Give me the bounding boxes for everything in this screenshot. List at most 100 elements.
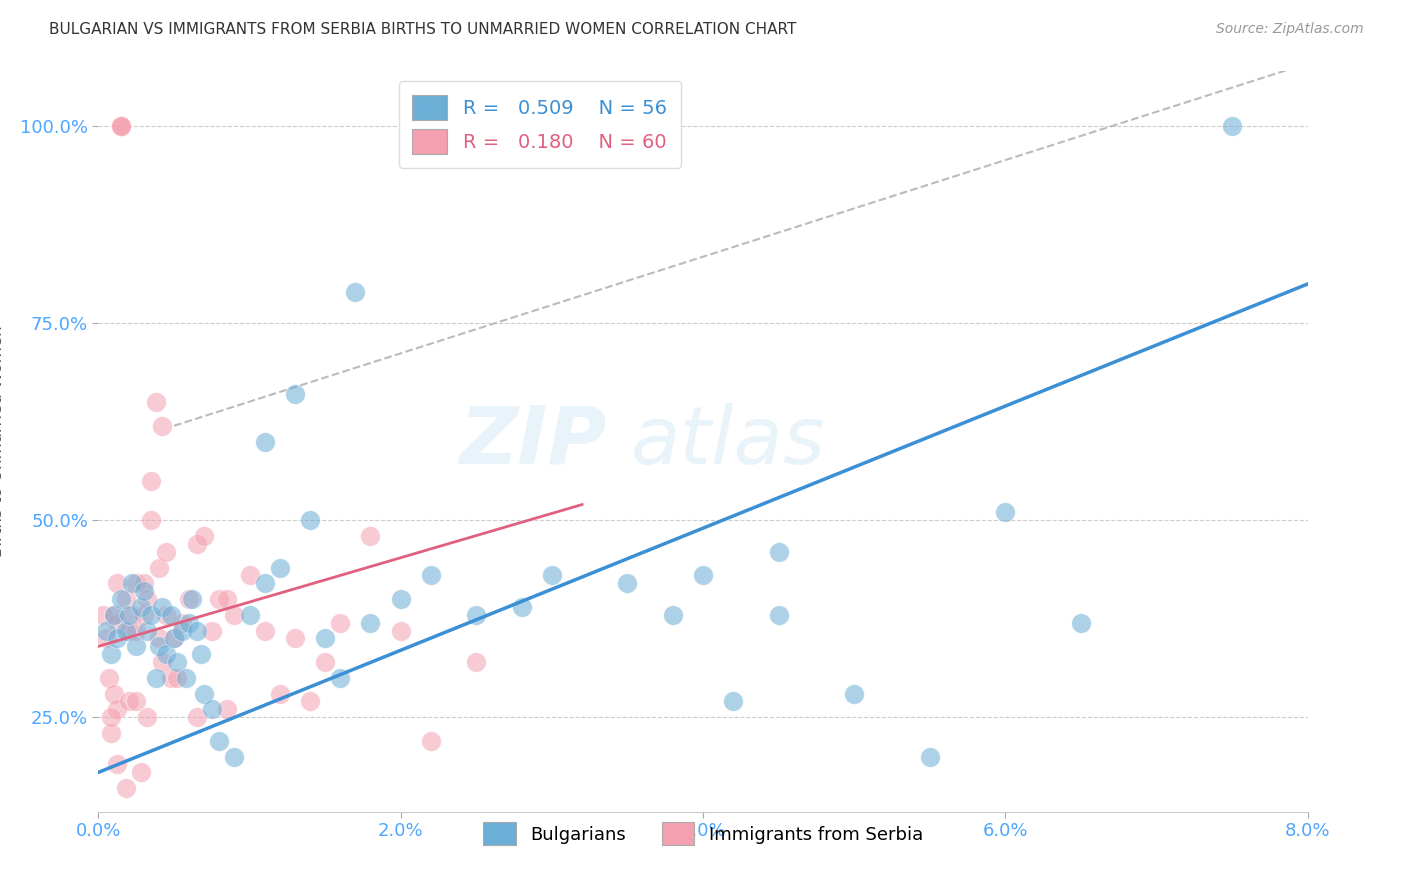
- Point: [1070, 615, 1092, 630]
- Point: [150, 599, 173, 614]
- Point: [420, 734, 443, 748]
- Point: [103, 607, 125, 622]
- Legend: Bulgarians, Immigrants from Serbia: Bulgarians, Immigrants from Serbia: [474, 814, 932, 855]
- Point: [166, 671, 188, 685]
- Point: [181, 592, 204, 607]
- Point: [215, 702, 238, 716]
- Point: [105, 702, 128, 716]
- Point: [540, 568, 562, 582]
- Point: [344, 285, 367, 299]
- Point: [208, 734, 231, 748]
- Point: [201, 702, 224, 716]
- Point: [141, 607, 163, 622]
- Point: [768, 607, 790, 622]
- Point: [125, 694, 148, 708]
- Point: [94, 624, 117, 638]
- Y-axis label: Births to Unmarried Women: Births to Unmarried Women: [0, 326, 6, 558]
- Point: [91, 607, 114, 622]
- Point: [253, 576, 276, 591]
- Point: [145, 671, 167, 685]
- Point: [186, 537, 208, 551]
- Point: [174, 671, 197, 685]
- Point: [314, 632, 336, 646]
- Point: [118, 607, 141, 622]
- Point: [141, 474, 163, 488]
- Point: [105, 576, 128, 591]
- Text: Source: ZipAtlas.com: Source: ZipAtlas.com: [1216, 22, 1364, 37]
- Point: [284, 387, 307, 401]
- Point: [129, 599, 152, 614]
- Point: [114, 592, 136, 607]
- Point: [105, 632, 128, 646]
- Point: [239, 607, 262, 622]
- Point: [118, 694, 141, 708]
- Point: [150, 418, 173, 433]
- Point: [135, 710, 157, 724]
- Point: [170, 624, 193, 638]
- Point: [360, 615, 382, 630]
- Point: [768, 545, 790, 559]
- Point: [215, 592, 238, 607]
- Point: [132, 584, 155, 599]
- Point: [994, 505, 1017, 519]
- Point: [132, 576, 155, 591]
- Point: [94, 632, 117, 646]
- Point: [135, 624, 157, 638]
- Point: [179, 615, 201, 630]
- Point: [155, 607, 177, 622]
- Point: [616, 576, 638, 591]
- Point: [163, 632, 186, 646]
- Point: [299, 513, 322, 527]
- Point: [284, 632, 307, 646]
- Point: [100, 726, 122, 740]
- Point: [145, 395, 167, 409]
- Point: [129, 765, 152, 780]
- Point: [389, 624, 412, 638]
- Point: [239, 568, 262, 582]
- Point: [201, 624, 224, 638]
- Point: [299, 694, 322, 708]
- Point: [723, 694, 745, 708]
- Point: [100, 710, 122, 724]
- Point: [118, 624, 141, 638]
- Point: [160, 607, 183, 622]
- Point: [148, 632, 170, 646]
- Point: [193, 687, 215, 701]
- Point: [329, 615, 352, 630]
- Point: [253, 624, 276, 638]
- Point: [125, 576, 148, 591]
- Point: [166, 655, 188, 669]
- Point: [155, 647, 177, 661]
- Point: [465, 655, 488, 669]
- Point: [661, 607, 683, 622]
- Point: [148, 640, 170, 654]
- Point: [179, 592, 201, 607]
- Point: [193, 529, 215, 543]
- Point: [110, 120, 132, 134]
- Point: [105, 757, 128, 772]
- Point: [103, 607, 125, 622]
- Point: [360, 529, 382, 543]
- Point: [224, 607, 246, 622]
- Point: [110, 120, 132, 134]
- Text: ZIP: ZIP: [458, 402, 606, 481]
- Point: [918, 749, 941, 764]
- Point: [121, 576, 143, 591]
- Point: [148, 560, 170, 574]
- Point: [465, 607, 488, 622]
- Point: [844, 687, 866, 701]
- Point: [208, 592, 231, 607]
- Point: [98, 671, 121, 685]
- Point: [114, 624, 136, 638]
- Point: [155, 545, 177, 559]
- Point: [186, 710, 208, 724]
- Point: [389, 592, 412, 607]
- Point: [114, 781, 136, 796]
- Point: [135, 592, 157, 607]
- Text: atlas: atlas: [630, 402, 825, 481]
- Point: [329, 671, 352, 685]
- Point: [132, 607, 155, 622]
- Point: [692, 568, 714, 582]
- Point: [125, 624, 148, 638]
- Point: [170, 615, 193, 630]
